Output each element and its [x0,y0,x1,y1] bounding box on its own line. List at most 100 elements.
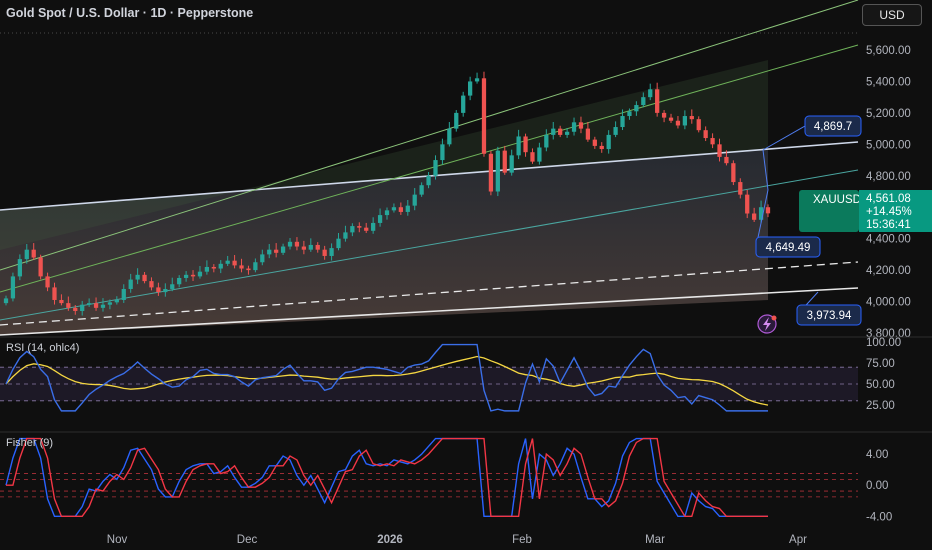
rsi-title: RSI (14, ohlc4) [6,342,79,354]
candle [156,287,161,293]
candle [280,246,286,253]
candle [322,249,327,256]
candle [350,226,355,233]
currency-button[interactable]: USD [862,4,922,26]
candle [218,263,223,269]
annotation-label: 3,973.94 [807,310,852,322]
candle [163,288,168,293]
candle [758,207,764,220]
candle [357,226,362,228]
candle [371,222,376,231]
candle [170,284,175,289]
candle [17,259,22,277]
candle [343,232,348,239]
symbol-label: XAUUSD [813,194,861,206]
candle [426,175,431,186]
candle [648,89,653,98]
candle [135,274,140,280]
candle [232,260,237,266]
annotation-label: 4,869.7 [814,121,852,133]
candle [405,205,410,212]
candle [627,111,632,117]
time-axis-label: Dec [237,534,258,546]
candle [599,145,604,150]
time-axis-label: Feb [512,534,532,546]
annotation-leader [762,149,769,191]
last-price-timer: 15:36:41 [866,219,911,231]
candle [585,128,591,140]
price-axis-tick: 5,400.00 [866,76,911,88]
candle [287,241,293,247]
candle [121,288,126,300]
candle [655,89,660,113]
annotation-box [796,304,862,326]
candle [523,136,528,153]
candle [336,238,341,249]
fisher-axis-tick: 0.00 [866,480,888,492]
candle [689,116,694,120]
candle [274,249,279,253]
candle [267,249,272,255]
candle [86,303,92,305]
candle [530,152,535,162]
candle [197,271,203,277]
candle [59,299,64,304]
annotation-box [755,236,821,258]
candle [412,194,417,206]
candle [66,303,71,308]
candle [225,260,230,264]
candle [114,299,119,303]
candle [745,194,750,214]
price-axis-tick: 4,400.00 [866,234,911,246]
regression-channel [0,150,768,335]
candle [620,116,625,128]
candle [73,307,78,311]
candle [253,262,258,271]
candle [495,150,500,192]
candle [661,112,667,118]
chart-title: Gold Spot / U.S. Dollar · 1D · Peppersto… [6,6,254,20]
candle [738,182,743,195]
candle [454,112,459,129]
candle [731,163,736,183]
candle [391,207,397,211]
rsi-line [5,343,768,412]
candle [474,78,480,82]
candle [433,160,438,176]
time-axis-label: Apr [789,534,807,546]
rsi-axis-tick: 25.00 [866,400,895,412]
candle [45,276,50,288]
candle [10,276,16,299]
candle [537,147,542,162]
rsi-axis-tick: 100.00 [866,337,901,349]
candle [682,116,688,126]
candle [675,120,681,126]
candle [31,249,36,258]
candle [765,207,771,214]
candle [578,122,584,129]
candle [668,117,674,121]
candle [183,274,189,278]
lightning-glyph [763,317,771,331]
candle [717,144,722,157]
candle [294,241,300,247]
candle [128,279,133,289]
candle [606,134,611,150]
price-axis-tick: 5,000.00 [866,139,911,151]
candle [107,302,113,305]
candle [93,303,99,308]
time-axis-label: 2026 [377,534,403,546]
candle [177,277,182,285]
candle [100,304,106,308]
candle [384,210,390,216]
candle [24,249,29,260]
candle [190,274,196,277]
candle [364,227,369,231]
candle [52,287,57,300]
fib-line [0,169,859,321]
candle [204,266,210,272]
channel-lower-line [0,287,859,336]
candle [301,246,307,250]
candle [544,134,549,148]
